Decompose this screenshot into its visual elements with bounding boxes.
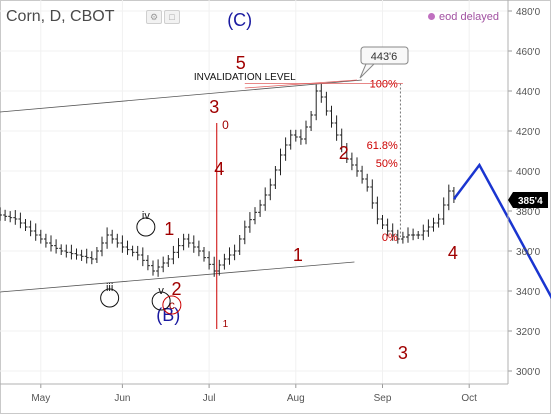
x-tick-label: Aug [287,393,305,404]
x-tick-label: Oct [461,393,477,404]
y-tick-label: 420'0 [516,127,541,138]
status-dot-icon [428,13,436,20]
wave-label-2: 2 [171,279,181,299]
wave-invalidation-label: INVALIDATION LEVEL [194,72,296,83]
y-tick-label: 380'0 [516,207,541,218]
expand-icon[interactable]: □ [164,10,180,24]
last-price-marker [508,192,548,208]
x-tick-label: May [31,393,50,404]
fib-level-label: 100% [370,79,398,91]
channel-lower-line [0,261,355,293]
wave-label-2-proj: 2 [339,143,349,163]
wave-label-1-small: 1 [223,319,229,330]
wave-label-4: 4 [214,159,224,179]
wave-label-c: c [169,298,175,312]
wave-label-iv: iv [142,210,150,222]
projection-path [452,162,551,300]
price-tag-box [360,46,409,65]
wave-label-5: 5 [236,53,246,73]
y-tick-label: 460'0 [516,47,541,58]
invalidation-segment [244,79,358,89]
chart-title: Corn, D, CBOT [6,8,115,25]
fib-level-label: 50% [376,158,398,170]
y-tick-label: 300'0 [516,367,541,378]
y-tick-label: 480'0 [516,7,541,18]
price-tag-label: 443'6 [371,51,398,63]
fib-level-label: 0% [382,232,398,244]
y-tick-label: 360'0 [516,247,541,258]
wave-label-4-proj: 4 [448,243,458,263]
y-tick-label: 320'0 [516,327,541,338]
channel-upper-line [0,79,363,113]
last-price-label: 385'4 [518,196,543,207]
wave-label-0: 0 [222,118,229,132]
y-tick-label: 400'0 [516,167,541,178]
y-tick-label: 440'0 [516,87,541,98]
x-tick-label: Jun [114,393,130,404]
data-status-label: eod delayed [439,11,499,23]
data-status: eod delayed [428,11,499,23]
wave-label-C: (C) [227,10,252,30]
wave-circle-iv [136,217,156,237]
wave-label-1: 1 [164,219,174,239]
fib-level-label: 61.8% [367,140,398,152]
wave-circle-c [162,295,182,315]
price-tag-callout: 443'6 [359,46,409,79]
x-tick-label: Jul [203,393,216,404]
x-tick-label: Sep [374,393,392,404]
wave-label-3: 3 [209,97,219,117]
price-tag-pointer [359,63,376,79]
y-tick-label: 340'0 [516,287,541,298]
settings-icon[interactable]: ⚙ [146,10,162,24]
wave-label-iii: iii [106,282,113,294]
wave-circle-iii [100,288,120,308]
wave-label-3-proj: 3 [398,343,408,363]
wave-label-v: v [158,285,164,297]
wave-label-1-proj: 1 [293,245,303,265]
wave-circle-v [151,291,171,311]
